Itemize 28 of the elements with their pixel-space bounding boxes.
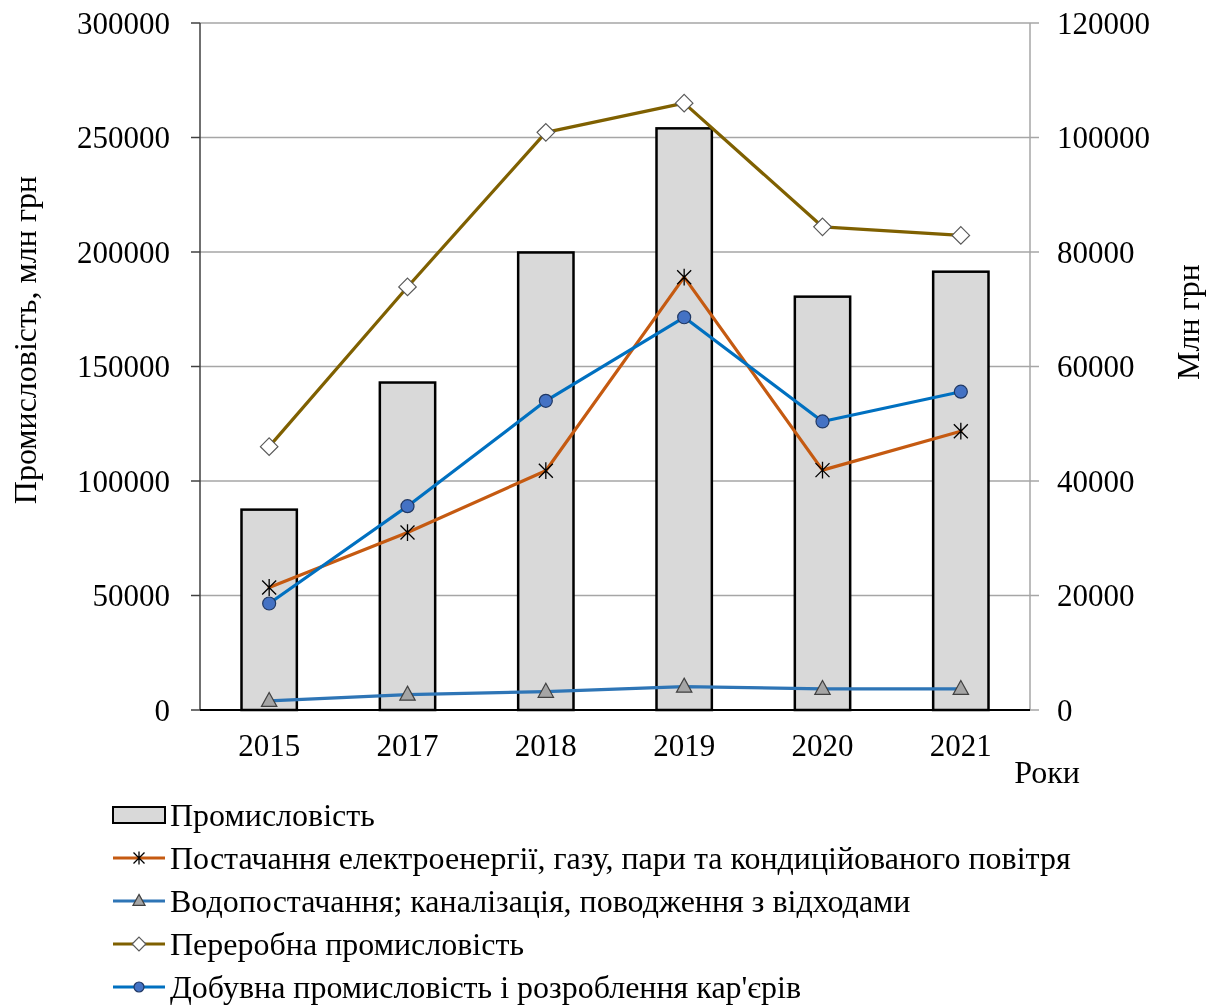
x-tick-label: 2015	[238, 728, 301, 763]
legend-label: Постачання електроенергії, газу, пари та кондиційованого повітря	[170, 840, 1071, 877]
y-tick-label: 200000	[77, 234, 170, 270]
y-tick-label: 0	[154, 692, 170, 728]
legend-label: Водопостачання; каналізація, поводження з відходами	[170, 883, 911, 920]
y2-tick-label: 120000	[1057, 5, 1150, 41]
y-tick-label: 50000	[92, 578, 170, 614]
y2-tick-label: 60000	[1057, 349, 1135, 385]
legend-label: Добувна промисловість і розроблення кар'єрів	[170, 969, 802, 1005]
x-tick-label: 2018	[514, 728, 577, 763]
legend-label: Переробна промисловість	[170, 926, 524, 963]
x-tick-label: 2017	[376, 728, 439, 763]
x-tick-label: 2021	[929, 728, 992, 763]
y2-tick-label: 40000	[1057, 463, 1135, 499]
y2-tick-label: 100000	[1057, 120, 1150, 156]
y-tick-label: 150000	[77, 349, 170, 385]
y2-tick-label: 20000	[1057, 578, 1135, 614]
x-tick-label: 2020	[791, 728, 854, 763]
y2-tick-label: 0	[1057, 692, 1073, 728]
y2-tick-label: 80000	[1057, 234, 1135, 270]
x-tick-label: 2019	[653, 728, 716, 763]
legend-label: Промисловість	[170, 797, 375, 834]
y-tick-label: 300000	[77, 5, 170, 41]
y2-axis-title: Млн грн	[1170, 264, 1206, 380]
x-axis-title: Роки	[1014, 754, 1080, 790]
y-tick-label: 250000	[77, 120, 170, 156]
y-tick-label: 100000	[77, 463, 170, 499]
y-axis-title: Промисловість, млн грн	[7, 175, 43, 505]
